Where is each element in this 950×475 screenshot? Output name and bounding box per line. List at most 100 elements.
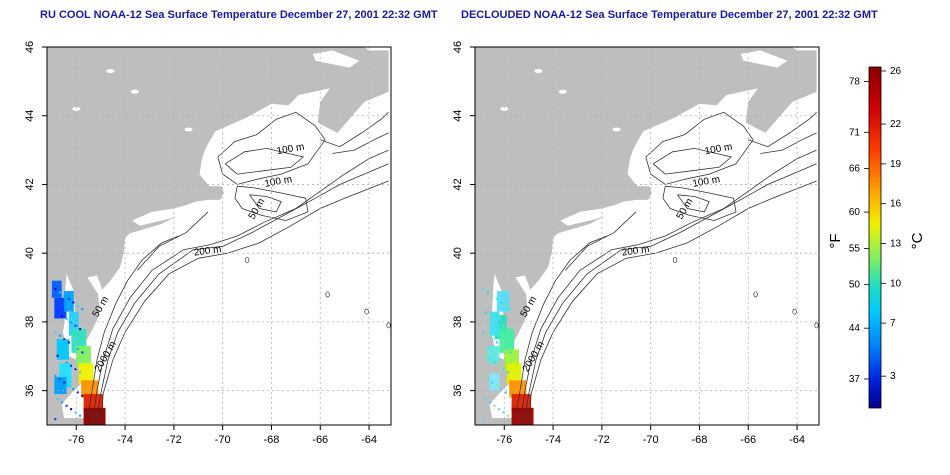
longitude-tick-label: -70 [643,434,659,446]
sst-cell [54,376,67,395]
sst-speck [502,368,505,371]
latitude-tick-label: 36 [24,385,36,397]
pamlico-sound [61,383,86,419]
sst-speck [504,304,507,307]
longitude-tick-label: -72 [166,434,182,446]
map-grid [475,46,819,425]
sst-speck [507,414,510,417]
longitude-tick-label: -76 [68,434,84,446]
temperature-colorbar: °F °C 78 71 66 60 55 50 44 37 26 22 19 16 13 10 7 3 [827,66,926,409]
sst-cell [76,345,91,367]
delaware-bay [87,275,102,295]
sst-speck [498,321,501,324]
sst-speck [482,331,485,334]
sst-speck [67,384,70,387]
nova-scotia [745,60,817,133]
longitude-tick-label: -70 [215,434,231,446]
sst-speck [56,398,59,401]
sst-speck [58,291,61,294]
sst-speck [484,311,487,314]
longitude-tick-label: -76 [496,434,512,446]
sst-speck [81,351,84,354]
land-mass [475,47,817,425]
contour-label: 100 m [264,174,293,190]
sst-speck [63,381,66,384]
contour-label: 100 m [692,174,721,190]
celsius-tick-label: 10 [890,278,902,289]
fahrenheit-tick-label: 55 [849,243,861,254]
depth-contour-line [760,132,817,154]
sst-speck [79,371,82,374]
celsius-tick-label: 3 [890,371,896,382]
depth-contour-line [677,194,710,213]
latitude-tick-label: 38 [452,316,464,328]
sst-speck [79,414,82,417]
sst-speck [54,331,57,334]
celsius-tick-label: 26 [890,66,902,77]
nova-scotia [317,60,389,133]
sst-speck [74,368,77,371]
longitude-tick-label: -64 [789,434,805,446]
colorbar-gradient [868,66,882,409]
sst-speck [495,298,498,301]
seamount-contour [386,322,391,329]
sst-speck [482,288,485,291]
depth-contour-line [662,185,737,221]
sst-cell [51,280,62,298]
sst-cell [83,394,104,412]
longitude-tick-label: -74 [117,434,133,446]
sst-cell [489,311,500,336]
fahrenheit-tick-label: 78 [849,77,861,88]
sst-cell [83,407,106,425]
seamount-contour [325,291,330,298]
sst-speck [56,354,59,357]
latitude-tick-label: 36 [452,385,464,397]
sst-speck [63,338,66,341]
longitude-tick-label: -64 [361,434,377,446]
depth-contour-line [332,132,389,154]
fahrenheit-tick-label: 66 [849,164,861,175]
sst-speck [81,308,84,311]
sst-speck [70,408,73,411]
longitude-tick-label: -72 [594,434,610,446]
sst-speck [70,321,73,324]
depth-contour-line [565,211,637,271]
inland-lake [534,69,543,74]
contour-label: 200 m [621,244,650,259]
bay-of-fundy [740,50,788,68]
sst-speck [76,391,79,394]
longitude-tick-label: -66 [312,434,328,446]
celsius-tick-label: 22 [890,119,902,130]
sst-cell [64,290,74,312]
sst-cell [487,345,500,364]
sst-speck [489,314,492,317]
depth-contour-line [224,147,305,175]
fahrenheit-tick-label: 71 [849,127,861,138]
latitude-tick-label: 46 [24,41,36,53]
fahrenheit-tick-label: 44 [849,323,861,334]
sst-speck [489,358,492,361]
longitude-tick-label: -68 [692,434,708,446]
sst-speck [65,318,68,321]
inland-lake [184,127,193,132]
latitude-tick-label: 42 [452,178,464,190]
depth-contour-line [249,194,282,213]
sst-speck [61,314,64,317]
sst-cell [78,363,94,384]
gulf-water [792,47,817,51]
depth-contour-line [86,235,179,419]
contour-label: 200 m [193,244,222,259]
sst-speck [54,288,57,291]
map-axes: -76 -74 -72 -70 -68 -66 -64 46 44 42 40 38 36 [24,41,377,446]
celsius-tick-label: 19 [890,159,902,170]
sst-speck [509,308,512,311]
long-island-sound [132,214,172,224]
sst-speck [61,358,64,361]
sst-speck [482,418,485,421]
sst-speck [509,394,512,397]
sst-cell [81,380,99,398]
sst-speck [79,328,82,331]
